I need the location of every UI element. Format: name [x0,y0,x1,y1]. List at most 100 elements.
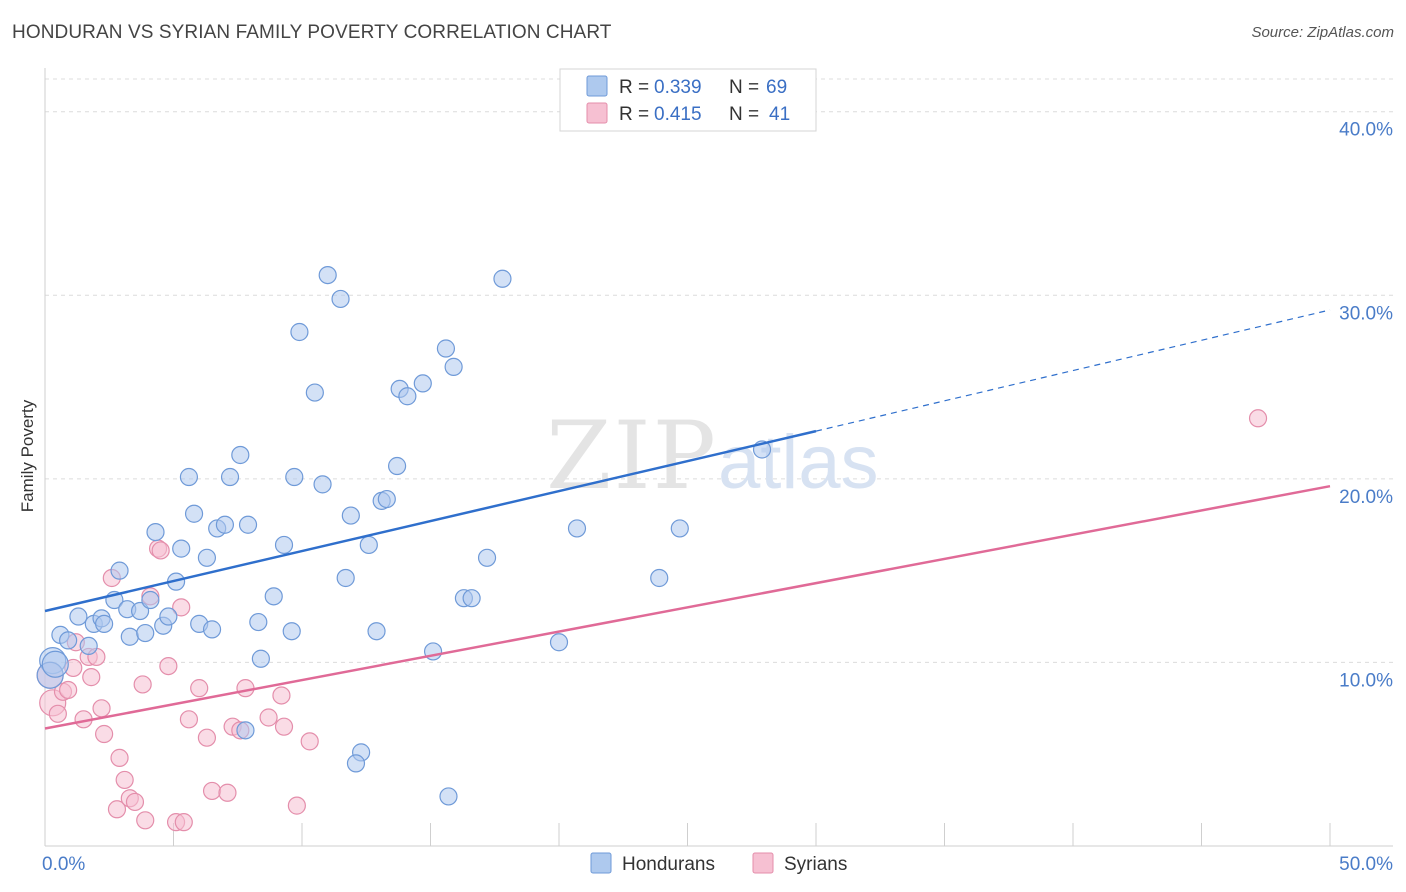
series-legend: Hondurans Syrians [590,852,847,875]
syrians-r-value: 0.415 [654,104,702,125]
syrians-point-29 [190,679,209,698]
legend-hondurans-swatch [590,852,612,874]
hondurans-point-4 [79,636,98,656]
syrians-point-2 [48,704,67,723]
hondurans-point-55 [436,339,456,358]
x-tick-label-max: 50.0% [1339,854,1393,875]
y-tick-label-0: 10.0% [1339,670,1393,691]
hondurans-trend-line [44,429,817,613]
hondurans-point-37 [290,322,309,342]
x-tick-labels: 0.0% 50.0% [42,854,1393,875]
hondurans-point-41 [331,289,350,309]
watermark-zip: ZIP [546,402,718,511]
hondurans-point-60 [477,548,497,567]
grid-lines [45,78,1393,663]
syrians-point-23 [151,541,170,560]
hondurans-point-23 [197,548,217,567]
axes [44,68,1393,847]
syrians-point-15 [110,748,129,767]
hondurans-point-11 [120,627,139,646]
hondurans-point-56 [439,787,458,806]
hondurans-point-68 [41,650,69,678]
hondurans-point-29 [238,515,258,534]
source-label: Source: ZipAtlas.com [1251,24,1394,41]
hondurans-point-50 [387,456,407,476]
hondurans-point-30 [236,721,255,740]
hondurans-point-39 [313,475,332,494]
hondurans-trend-extension [815,309,1331,432]
hondurans-point-43 [341,506,360,525]
syrians-point-35 [236,679,255,698]
syrians-r-label: R = [619,104,649,125]
hondurans-point-8 [110,561,129,580]
hondurans-points [36,265,772,806]
hondurans-point-46 [359,535,378,555]
syrians-point-9 [82,668,101,687]
hondurans-point-40 [318,265,337,285]
hondurans-point-13 [136,623,155,643]
hondurans-point-17 [159,607,178,626]
hondurans-point-7 [95,614,114,633]
hondurans-point-42 [336,568,355,588]
syrians-point-31 [202,781,222,801]
y-tick-label-1: 20.0% [1339,487,1393,508]
syrians-point-18 [125,792,145,812]
syrians-point-32 [218,783,237,802]
hondurans-point-63 [567,519,587,538]
hondurans-point-3 [69,607,88,626]
hondurans-point-28 [231,445,250,465]
syrians-point-12 [95,724,114,744]
legend-syrians-swatch [752,852,774,874]
hondurans-point-62 [549,633,569,652]
hondurans-point-33 [264,587,283,606]
hondurans-point-27 [220,467,240,487]
syrians-point-20 [136,811,155,830]
hondurans-point-53 [413,374,432,393]
legend-syrians-label: Syrians [784,854,847,875]
hondurans-point-26 [215,515,234,534]
syrians-point-30 [197,728,217,747]
hondurans-point-24 [202,620,222,639]
y-tick-label-2: 30.0% [1339,303,1393,324]
hondurans-r-value: 0.339 [654,77,702,98]
hondurans-point-65 [670,519,689,538]
hondurans-point-14 [141,590,160,610]
syrians-point-36 [259,708,278,727]
hondurans-point-19 [172,539,191,558]
syrians-n-value: 41 [769,104,790,125]
hondurans-point-49 [377,489,396,509]
hondurans-point-47 [367,622,386,641]
hondurans-point-31 [249,612,268,632]
hondurans-point-38 [305,383,324,402]
syrians-point-26 [172,598,191,617]
syrians-point-19 [133,675,152,694]
y-tick-label-3: 40.0% [1339,120,1393,141]
hondurans-point-52 [398,387,417,406]
hondurans-point-59 [462,589,481,608]
syrians-point-14 [107,800,127,819]
hondurans-point-61 [493,269,512,288]
hondurans-n-label: N = [729,77,759,98]
syrians-point-16 [115,770,134,790]
hondurans-point-57 [444,357,463,376]
syrians-swatch [586,102,608,124]
hondurans-point-20 [179,467,199,487]
hondurans-point-15 [146,522,165,542]
hondurans-point-2 [59,631,78,650]
x-tick-label-min: 0.0% [42,854,85,875]
hondurans-point-45 [346,754,366,773]
hondurans-point-34 [274,535,294,555]
syrians-point-24 [159,656,178,676]
hondurans-point-64 [650,568,669,588]
hondurans-point-32 [251,649,270,668]
syrians-n-label: N = [729,104,759,125]
syrians-point-37 [272,686,291,705]
syrians-point-41 [1248,409,1268,428]
stats-legend: R = 0.339 N = 69 R = 0.415 N = 41 [559,68,817,132]
hondurans-point-36 [285,467,304,487]
syrians-point-39 [287,796,306,815]
syrians-point-28 [179,710,199,729]
syrians-point-4 [59,680,78,700]
syrians-point-27 [174,813,193,832]
